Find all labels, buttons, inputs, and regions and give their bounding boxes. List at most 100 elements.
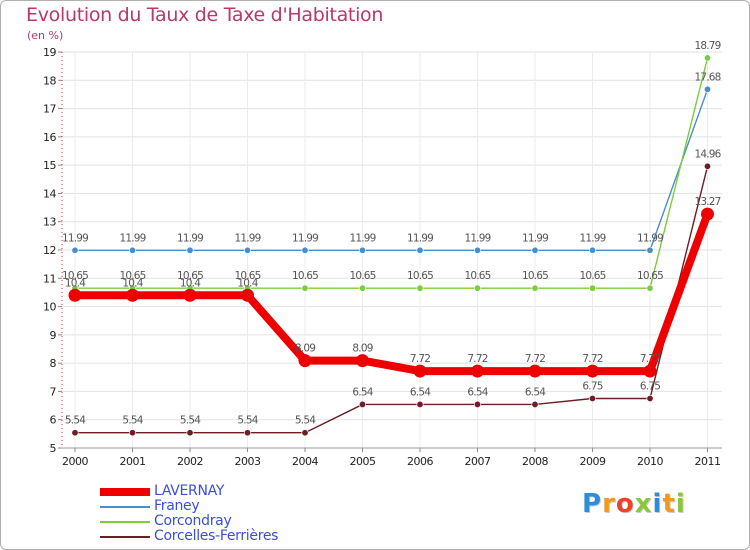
chart-subtitle: (en %) [27,29,64,42]
data-point [68,288,82,302]
data-point [701,207,714,221]
data-point [471,364,484,378]
data-label: 7.72 [467,353,487,365]
data-label: 6.54 [352,386,373,398]
data-label: 11.99 [522,232,548,244]
data-point [413,364,427,378]
logo-letter: r [602,489,616,519]
y-tick-label: 14 [43,187,56,200]
data-point [301,284,309,292]
x-tick-label: 2003 [235,455,261,468]
data-point [186,429,194,437]
x-tick-label: 2002 [177,455,203,468]
data-label: 11.99 [62,232,88,244]
data-label: 8.09 [352,343,372,355]
data-label: 7.72 [582,353,602,365]
axes: 5 6 7 8 9 10 11 12 13 14 15 16 17 18 19 2000 2001 2002 200… [43,46,722,468]
data-label: 10.65 [292,270,318,282]
data-point [241,288,254,302]
data-point [473,400,481,408]
data-point [703,54,711,62]
data-label: 10.65 [177,270,203,282]
y-tick-label: 12 [43,244,56,257]
logo-letter: i [652,489,663,519]
data-point [358,400,366,408]
data-label: 6.54 [467,386,488,398]
x-tick-label: 2006 [407,455,433,468]
logo-letter: t [662,489,676,519]
data-labels: 10.4 10.4 10.4 10.4 8.09 8.09 7.72 7.72 7.72 7.72… [62,40,722,427]
logo-letter: i [675,489,686,519]
data-point [244,246,252,254]
legend-item-corcondray[interactable]: Corcondray [100,513,360,529]
data-point [528,364,542,378]
data-point [646,284,654,292]
series-line-0 [71,210,712,376]
data-label: 17.68 [694,71,720,83]
chart-title: Evolution du Taux de Taxe d'Habitation [26,4,384,26]
x-tick-label: 2001 [120,455,146,468]
data-label: 10.65 [349,270,375,282]
legend-swatch [100,521,150,523]
legend-item-franey[interactable]: Franey [100,498,360,514]
data-point [186,246,194,254]
data-point [586,364,599,378]
data-point [531,284,539,292]
legend: LAVERNAY Franey Corcondray Corcelles-Fer… [100,483,360,544]
data-point [646,394,654,402]
data-point [473,246,481,254]
data-point [356,354,369,368]
data-point [183,288,197,302]
data-label: 6.75 [640,381,660,393]
data-label: 11.99 [349,232,375,244]
legend-label: LAVERNAY [154,483,225,499]
y-tick-label: 17 [43,103,56,116]
y-tick-label: 13 [43,216,56,229]
data-label: 7.72 [410,353,430,365]
data-label: 11.99 [464,232,490,244]
y-tick-label: 11 [43,272,56,285]
data-point [301,429,309,437]
data-label: 6.75 [582,381,602,393]
y-tick-label: 10 [43,301,56,314]
data-label: 10.4 [180,277,201,289]
data-label: 14.96 [694,148,721,160]
data-point [588,284,596,292]
legend-swatch [100,506,150,508]
data-point [416,400,424,408]
data-label: 10.65 [119,270,145,282]
data-point [416,246,424,254]
x-tick-label: 2004 [292,455,318,468]
y-tick-label: 5 [50,442,57,455]
data-label: 11.99 [177,232,203,244]
data-label: 10.65 [579,270,605,282]
y-tick-label: 18 [43,74,56,87]
data-label: 11.99 [292,232,318,244]
data-label: 7.72 [525,353,545,365]
x-tick-label: 2005 [350,455,376,468]
data-point [416,284,424,292]
x-tick-label: 2010 [637,455,663,468]
data-label: 5.54 [237,415,258,427]
data-label: 5.54 [180,415,201,427]
data-point [301,246,309,254]
data-label: 11.99 [407,232,433,244]
data-label: 10.65 [234,270,260,282]
legend-label: Corcondray [154,513,232,529]
data-point [531,246,539,254]
legend-item-corcelles-ferrieres[interactable]: Corcelles-Ferrières [100,528,360,544]
y-tick-label: 16 [43,131,56,144]
x-tick-label: 2011 [695,455,721,468]
data-label: 8.09 [295,343,315,355]
data-point [531,400,539,408]
legend-item-lavernay[interactable]: LAVERNAY [100,483,360,499]
data-point [71,429,79,437]
data-label: 7.72 [640,353,660,365]
series-line-3 [74,165,709,434]
legend-label: Franey [154,498,200,514]
data-label: 11.99 [234,232,260,244]
data-point [588,394,596,402]
data-point [703,85,711,93]
data-point [129,246,137,254]
data-label: 10.65 [407,270,433,282]
